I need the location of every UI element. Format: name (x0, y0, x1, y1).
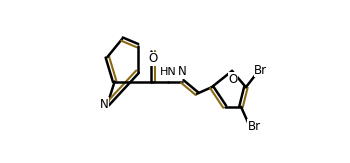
Text: O: O (228, 73, 238, 86)
Text: N: N (178, 65, 187, 78)
Text: N: N (99, 98, 108, 111)
Text: Br: Br (254, 64, 267, 77)
Text: O: O (148, 52, 158, 65)
Text: HN: HN (160, 67, 177, 77)
Text: Br: Br (248, 120, 261, 133)
